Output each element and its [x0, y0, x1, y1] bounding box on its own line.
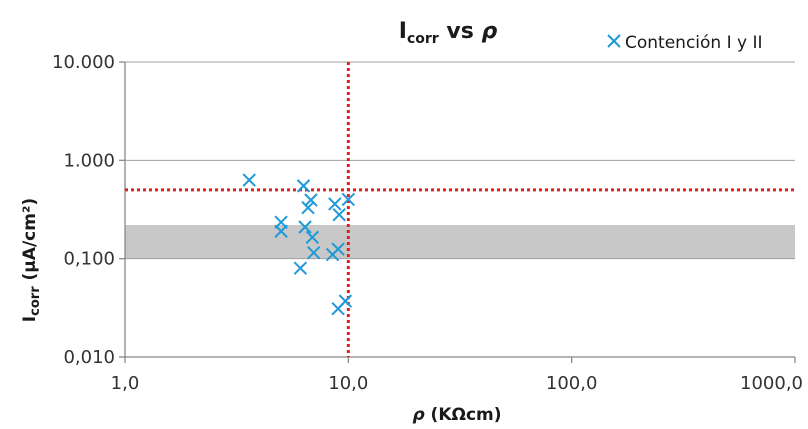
- y-axis-label-main: I: [20, 316, 40, 322]
- data-point: [298, 220, 312, 234]
- data-point-stroke: [296, 179, 311, 193]
- x-tick-label: 100,0: [546, 373, 598, 394]
- data-point: [305, 230, 320, 244]
- data-point-stroke: [305, 230, 320, 244]
- data-point: [296, 179, 311, 193]
- x-axis-label-symbol: ρ: [412, 405, 424, 425]
- data-point-stroke: [298, 220, 312, 234]
- title-symbol: ρ: [481, 19, 497, 44]
- legend: Contención I y II: [607, 33, 763, 53]
- data-point: [274, 224, 288, 238]
- legend-marker: [607, 34, 621, 48]
- data-point-stroke: [304, 193, 318, 207]
- y-axis-label-subscript: corr: [28, 286, 43, 316]
- legend-label: Contención I y II: [625, 33, 763, 53]
- data-point: [293, 261, 308, 275]
- x-tick-label: 1,0: [111, 373, 140, 394]
- data-point: [304, 193, 318, 207]
- data-point-stroke: [307, 245, 321, 260]
- gridlines: [125, 61, 795, 260]
- data-point: [242, 173, 256, 187]
- data-point: [338, 294, 353, 308]
- y-tick-label: 0,010: [63, 347, 115, 368]
- x-axis-label: ρ (KΩcm): [412, 405, 501, 425]
- reference-lines: [125, 62, 795, 357]
- y-tick-label: 0,100: [63, 249, 115, 270]
- shaded-band: [125, 224, 795, 259]
- data-points: [242, 173, 356, 316]
- data-point: [307, 245, 321, 260]
- data-point-stroke: [301, 200, 315, 215]
- data-point-stroke: [341, 192, 356, 207]
- data-point-stroke: [293, 261, 308, 275]
- title-subscript: corr: [407, 31, 439, 47]
- data-point: [301, 200, 315, 215]
- x-tick-label: 10,0: [328, 373, 368, 394]
- data-point: [331, 242, 345, 256]
- y-tick-label: 10.000: [52, 52, 115, 73]
- data-point-stroke: [332, 207, 346, 222]
- chart-title: Icorr vs ρ: [399, 19, 498, 47]
- title-main: I: [399, 19, 407, 44]
- data-point-stroke: [328, 197, 342, 211]
- data-point-stroke: [274, 224, 288, 238]
- data-point: [332, 207, 346, 222]
- data-point: [328, 197, 342, 211]
- x-tick-label: 1000,0: [740, 373, 803, 394]
- y-axis-label: Icorr (μA/cm²): [20, 198, 43, 322]
- title-rest: vs: [439, 19, 482, 44]
- tick-labels: 0,010 0,100 1.000 10.000 1,0 10,0 100,0 1000,0: [52, 52, 803, 394]
- data-point: [341, 192, 356, 207]
- y-tick-label: 1.000: [63, 150, 115, 171]
- x-axis-label-rest: (KΩcm): [425, 405, 502, 425]
- axes: [119, 61, 796, 363]
- data-point-stroke: [242, 173, 256, 187]
- y-axis-label-rest: (μA/cm²): [20, 198, 40, 287]
- band-rect: [125, 224, 795, 259]
- data-point-stroke: [331, 242, 345, 256]
- data-point-stroke: [338, 294, 353, 308]
